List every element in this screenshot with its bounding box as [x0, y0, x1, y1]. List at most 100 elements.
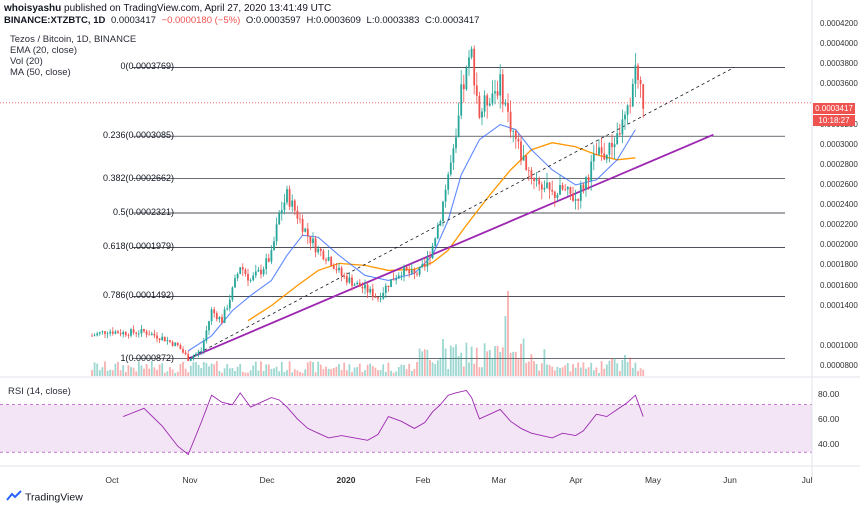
volume-bar: [559, 367, 561, 376]
candle-body: [254, 271, 257, 276]
volume-bar: [343, 362, 346, 376]
candle-body: [244, 269, 247, 274]
candle-body: [382, 292, 385, 299]
y-tick-2: 0.0003800: [820, 59, 858, 69]
dashed-trendline[interactable]: [188, 67, 735, 360]
open-value: O:0.0003597: [245, 15, 301, 26]
volume-bar: [288, 361, 291, 376]
legend-vol[interactable]: Vol (20): [10, 56, 43, 67]
volume-bar: [457, 355, 460, 376]
volume-bar: [595, 367, 598, 376]
candle-body: [267, 258, 270, 262]
candle-body: [343, 275, 346, 277]
tradingview-brand[interactable]: TradingView: [6, 490, 83, 505]
legend-ma[interactable]: MA (50, close): [10, 67, 71, 78]
volume-bar: [468, 362, 470, 376]
volume-bar: [93, 362, 96, 376]
volume-bar: [442, 339, 444, 376]
candle-body: [574, 199, 577, 201]
y-tick-5: 0.0003000: [820, 139, 858, 149]
candle-body: [189, 358, 192, 361]
legend-ema[interactable]: EMA (20, close): [10, 45, 78, 56]
volume-bar: [182, 361, 184, 376]
rsi-title[interactable]: RSI (14, close): [8, 386, 71, 397]
y-tick-13: 0.0001400: [820, 300, 858, 310]
volume-bar: [226, 364, 229, 376]
volume-bar: [566, 363, 569, 376]
candle-body: [327, 257, 330, 261]
y-tick-14: 0.0001000: [820, 340, 858, 350]
candle-body: [213, 309, 216, 314]
candle-body: [361, 286, 364, 289]
volume-bar: [252, 365, 255, 376]
volume-bar: [171, 369, 174, 376]
last-price: 0.0003417: [110, 15, 156, 26]
candle-body: [517, 139, 520, 142]
candle-body: [356, 282, 359, 285]
candle-body: [156, 335, 158, 339]
volume-bar: [106, 370, 109, 376]
candle-body: [587, 177, 590, 181]
candle-body: [109, 331, 112, 334]
volume-bar: [608, 360, 611, 376]
candle-body: [483, 95, 486, 112]
candle-body: [140, 328, 143, 334]
candle-body: [436, 225, 439, 239]
candle-body: [613, 144, 616, 148]
candle-body: [504, 103, 507, 105]
volume-bar: [114, 363, 117, 376]
candle-body: [592, 154, 595, 162]
candle-body: [174, 342, 177, 346]
candle-body: [137, 333, 140, 335]
volume-bar: [143, 368, 145, 376]
volume-bar: [384, 371, 387, 376]
candle-body: [538, 179, 541, 185]
volume-bar: [530, 354, 533, 376]
volume-bar: [582, 362, 585, 376]
volume-bar: [421, 351, 424, 376]
volume-bar: [574, 367, 577, 376]
volume-bar: [179, 363, 182, 376]
candle-body: [319, 248, 322, 251]
volume-bar: [408, 363, 411, 376]
volume-bar: [473, 363, 476, 376]
volume-bar: [553, 370, 556, 376]
volume-bar: [491, 358, 494, 376]
candle-body: [470, 48, 473, 58]
candle-body: [559, 185, 561, 195]
candle-body: [501, 74, 504, 105]
candle-body: [499, 74, 502, 96]
candle-body: [605, 154, 608, 160]
volume-bar: [426, 349, 429, 376]
candle-body: [161, 336, 164, 341]
candle-body: [184, 352, 187, 355]
volume-bar: [626, 361, 629, 376]
candle-body: [239, 267, 242, 274]
volume-bar: [603, 368, 606, 376]
high-value: H:0.0003609: [306, 15, 361, 26]
y-tick-9: 0.0002200: [820, 220, 858, 230]
ma-50-line: [247, 142, 636, 322]
candle-body: [364, 284, 366, 289]
x-tick-1: Nov: [182, 475, 198, 485]
volume-bar: [572, 364, 574, 376]
volume-bar: [127, 365, 130, 376]
volume-bar: [481, 367, 483, 376]
candle-body: [275, 224, 278, 242]
candle-body: [600, 147, 603, 154]
volume-bar: [410, 370, 413, 376]
candle-body: [439, 221, 442, 226]
volume-bar: [569, 371, 572, 376]
fib-label-1: 0.236(0.0003085): [102, 130, 174, 141]
volume-bar: [335, 366, 338, 376]
indicator-lines: [187, 67, 735, 360]
volume-bar: [283, 371, 286, 376]
volume-bar: [496, 345, 499, 376]
candle-body: [556, 194, 559, 198]
support-trendline[interactable]: [187, 133, 714, 360]
legend-title[interactable]: Tezos / Bitcoin, 1D, BINANCE: [10, 34, 137, 45]
volume-bar: [169, 367, 171, 376]
volume-bar: [293, 369, 296, 376]
x-tick-0: Oct: [105, 475, 119, 485]
